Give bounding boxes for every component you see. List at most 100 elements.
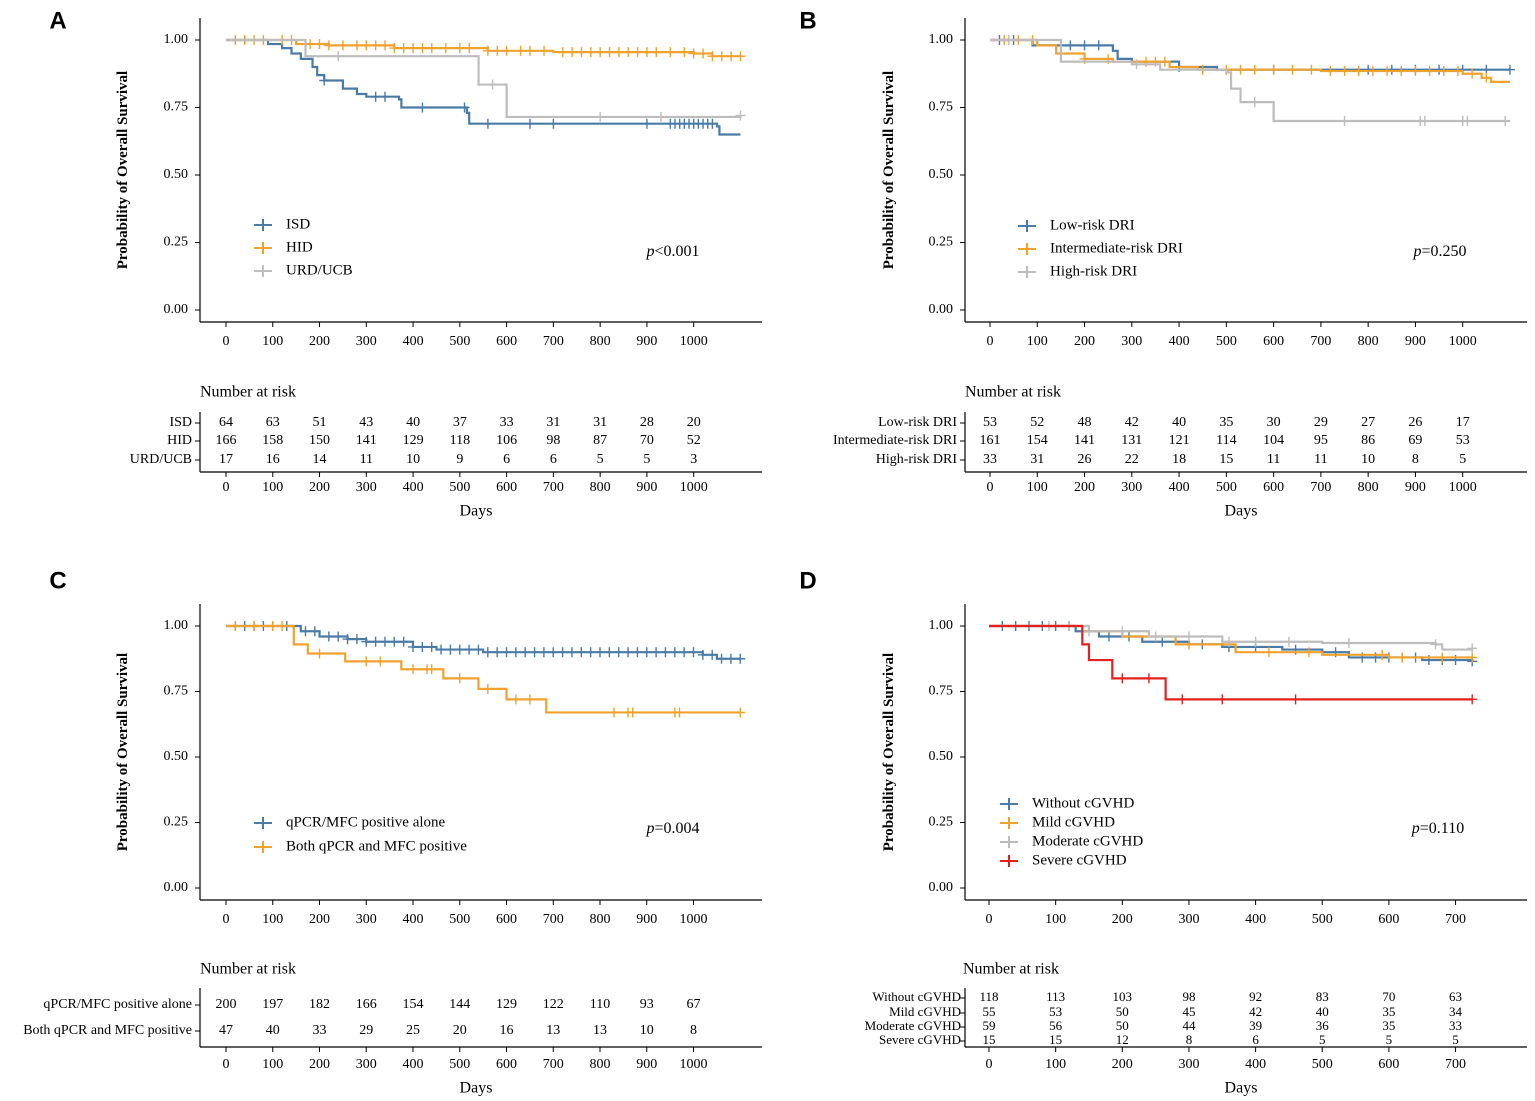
legend-key [1018,266,1036,278]
risk-count: 17 [219,452,233,467]
censor-mark [389,43,400,54]
risk-row-label: Low-risk DRI [878,415,957,430]
censor-mark [342,634,353,645]
risk-count: 95 [1314,433,1328,448]
censor-mark [669,647,680,658]
x-tick-label: 1000 [680,334,708,349]
x-tick-label: 300 [1178,912,1199,927]
risk-table-title: Number at risk [200,961,296,978]
x-tick-label: 100 [1045,912,1066,927]
risk-row-label: High-risk DRI [876,452,958,467]
x-tick-label: 100 [262,334,283,349]
censor-mark [398,43,409,54]
x-tick-label: 1000 [680,912,708,927]
x-tick-label: 500 [1312,912,1333,927]
risk-count: 110 [590,997,610,1012]
censor-mark [454,43,465,54]
risk-x-tick-label: 900 [636,1057,657,1072]
p-value: p=0.110 [1411,820,1464,837]
x-tick-label: 600 [1263,334,1284,349]
x-tick-label: 500 [449,912,470,927]
censor-mark [370,636,381,647]
censor-mark [1143,673,1154,684]
risk-count: 118 [450,433,470,448]
legend-key [254,242,272,254]
risk-count: 131 [1121,433,1142,448]
censor-mark [688,48,699,59]
risk-x-tick-label: 0 [223,1057,230,1072]
risk-count: 40 [266,1023,280,1038]
risk-x-tick-label: 0 [986,1057,993,1072]
risk-count: 51 [313,415,327,430]
legend-label: High-risk DRI [1050,263,1137,279]
risk-count: 31 [546,415,560,430]
risk-x-tick-label: 300 [356,480,377,495]
censor-mark [464,644,475,655]
risk-x-tick-label: 0 [987,480,994,495]
censor-mark [1117,673,1128,684]
risk-count: 13 [593,1023,607,1038]
censor-mark [525,45,536,56]
risk-x-tick-label: 400 [403,480,424,495]
censor-mark [1363,64,1374,75]
censor-mark [585,47,596,58]
y-tick-label: 0.50 [164,167,189,182]
y-tick-label: 0.50 [164,749,189,764]
y-tick-label: 0.25 [929,815,954,830]
censor-mark [351,40,362,51]
legend-label: Intermediate-risk DRI [1050,240,1183,256]
risk-count: 56 [1049,1018,1063,1033]
censor-mark [557,47,568,58]
risk-count: 33 [983,452,997,467]
censor-mark [627,707,638,718]
censor-mark [539,45,550,56]
x-tick-label: 500 [1216,334,1237,349]
censor-mark [1397,652,1408,663]
censor-mark [609,707,620,718]
risk-count: 35 [1219,415,1233,430]
risk-count: 27 [1361,415,1375,430]
p-value: p<0.001 [645,243,699,260]
censor-mark [548,118,559,129]
x-tick-label: 0 [223,334,230,349]
censor-mark [1339,116,1350,126]
legend-label: HID [286,239,313,255]
censor-mark [688,647,699,658]
y-axis-label: Probability of Overall Survival [881,71,897,269]
risk-count: 118 [979,989,998,1004]
risk-count: 31 [593,415,607,430]
risk-row-label: Severe cGVHD [879,1032,961,1047]
x-tick-label: 400 [403,334,424,349]
risk-x-tick-label: 100 [1027,480,1048,495]
risk-count: 14 [313,452,327,467]
censor-mark [515,45,526,56]
legend-label: Mild cGVHD [1032,814,1115,830]
censor-mark [641,118,652,129]
censor-mark [679,647,690,658]
x-tick-label: 100 [1027,334,1048,349]
risk-count: 6 [503,452,510,467]
censor-mark [426,664,437,675]
censor-mark [361,40,372,51]
censor-mark [1467,68,1478,79]
risk-x-tick-label: 900 [636,480,657,495]
x-tick-label: 0 [987,334,994,349]
censor-mark [482,118,493,129]
censor-mark [1150,631,1161,642]
risk-count: 5 [1452,1032,1459,1047]
censor-mark [314,39,325,50]
x-tick-label: 100 [262,912,283,927]
censor-mark [595,47,606,58]
censor-mark [370,40,381,51]
legend-key [1000,855,1018,867]
risk-count: 6 [1252,1032,1259,1047]
legend-key [1000,836,1018,848]
y-tick-label: 1.00 [929,618,954,633]
censor-mark [305,39,316,50]
y-tick-label: 0.75 [929,684,954,699]
censor-mark [707,118,718,129]
risk-x-tick-label: 800 [1358,480,1379,495]
x-tick-label: 600 [496,334,517,349]
x-tick-label: 200 [1074,334,1095,349]
risk-count: 29 [359,1023,373,1038]
